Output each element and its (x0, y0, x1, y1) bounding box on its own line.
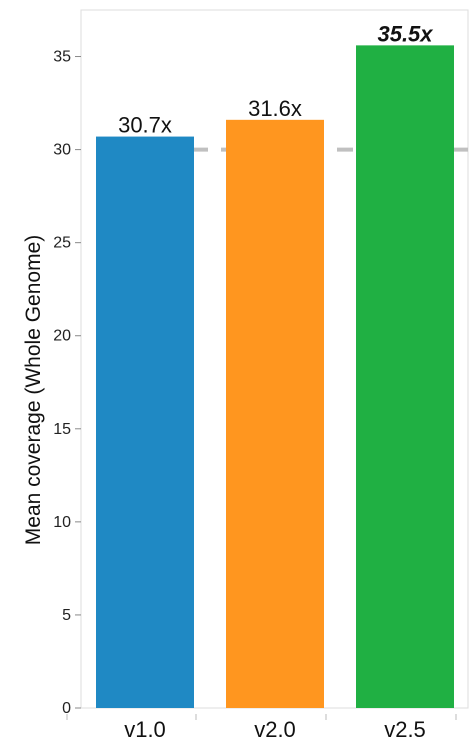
x-axis: v1.0 v2.0 v2.5 (66, 714, 457, 742)
bar-v1.0 (96, 136, 194, 708)
y-tick-label: 15 (53, 421, 71, 438)
y-tick-label: 0 (62, 700, 71, 717)
bar-v2.5 (356, 45, 454, 708)
data-label-v2.5: 35.5x (377, 21, 433, 46)
data-labels-layer: 30.7x 31.6x 35.5x (118, 21, 433, 137)
y-axis-title: Mean coverage (Whole Genome) (22, 235, 45, 545)
data-label-v2.0: 31.6x (248, 96, 302, 121)
y-tick-label: 20 (53, 328, 71, 345)
bars-layer (96, 45, 454, 708)
x-tick-label-v2.0: v2.0 (254, 717, 296, 742)
y-tick-label: 30 (53, 142, 71, 159)
y-tick-label: 25 (53, 235, 71, 252)
x-tick-label-v1.0: v1.0 (124, 717, 166, 742)
bar-v2.0 (226, 119, 324, 708)
y-tick-label: 5 (62, 607, 71, 624)
x-tick-label-v2.5: v2.5 (384, 717, 426, 742)
y-tick-label: 10 (53, 514, 71, 531)
y-tick-label: 35 (53, 49, 71, 66)
data-label-v1.0: 30.7x (118, 113, 172, 138)
y-axis: 0 5 10 15 20 25 30 35 (53, 49, 81, 717)
